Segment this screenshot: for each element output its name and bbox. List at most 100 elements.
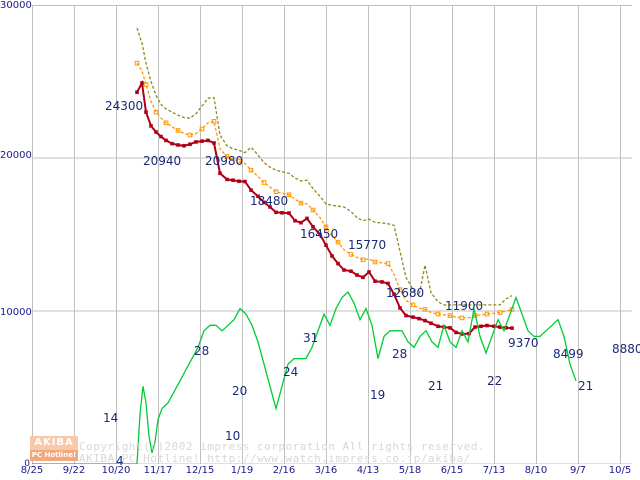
x-tick-10-5: 10/5 <box>608 465 632 476</box>
value-label-min-price-18480: 18480 <box>250 194 289 208</box>
series-marker-min-price <box>218 171 222 176</box>
series-marker-min-price <box>423 318 427 323</box>
series-marker-min-price <box>149 124 153 128</box>
series-marker-min-price <box>417 316 421 321</box>
value-label-shop-count-20: 20 <box>232 384 248 398</box>
value-label-shop-count-14: 14 <box>103 411 119 425</box>
series-marker-min-price <box>237 179 241 184</box>
value-label-min-price-12680: 12680 <box>386 286 425 300</box>
series-marker-min-price <box>318 232 322 237</box>
series-marker-min-price <box>194 140 198 144</box>
series-marker-min-price <box>299 220 303 225</box>
series-marker-min-price <box>367 270 371 274</box>
value-label-min-price-20940: 20940 <box>143 154 182 168</box>
series-line-average-price <box>136 62 513 319</box>
x-tick-3-16: 3/16 <box>314 465 338 476</box>
value-label-shop-count-19: 19 <box>370 388 386 402</box>
series-marker-min-price <box>154 130 158 134</box>
value-label-shop-count-31: 31 <box>303 331 319 345</box>
series-marker-average-price <box>348 252 354 257</box>
series-marker-min-price <box>361 275 365 280</box>
plot-area <box>32 5 632 464</box>
series-marker-min-price <box>140 81 144 85</box>
series-marker-average-price <box>484 311 490 317</box>
series-marker-average-price <box>143 82 149 87</box>
x-tick-9-7: 9/7 <box>569 465 587 476</box>
series-marker-average-price <box>447 313 453 318</box>
value-label-shop-count-28: 28 <box>194 344 210 358</box>
series-marker-min-price <box>448 326 452 330</box>
series-marker-min-price <box>498 325 502 329</box>
value-label-min-price-9370: 9370 <box>508 336 539 350</box>
akiba-logo-line1: AKIBA <box>30 436 78 450</box>
x-tick-6-15: 6/15 <box>440 465 464 476</box>
series-marker-min-price <box>231 178 235 182</box>
series-marker-average-price <box>134 60 140 66</box>
y-tick-0: 0 <box>24 459 30 469</box>
series-marker-min-price <box>380 280 384 284</box>
series-marker-min-price <box>479 324 483 329</box>
series-marker-average-price <box>422 307 428 312</box>
series-marker-average-price <box>335 239 341 245</box>
series-marker-min-price <box>287 211 291 215</box>
value-label-shop-count-21: 21 <box>578 379 594 393</box>
series-marker-min-price <box>182 143 186 148</box>
series-marker-average-price <box>310 207 316 213</box>
x-tick-11-2: 11/2 <box>636 466 640 476</box>
series-marker-min-price <box>268 205 272 209</box>
series-marker-min-price <box>324 243 328 248</box>
akiba-logo-line2-text: PC Hotline! <box>31 451 77 459</box>
series-marker-average-price <box>211 118 217 124</box>
value-label-min-price-15770: 15770 <box>348 238 387 252</box>
series-marker-min-price <box>243 179 247 184</box>
series-marker-min-price <box>144 110 148 114</box>
value-label-shop-count-22: 22 <box>487 374 503 388</box>
series-marker-min-price <box>386 281 390 286</box>
series-marker-min-price <box>225 177 229 182</box>
series-marker-min-price <box>436 324 440 329</box>
series-marker-min-price <box>293 218 297 223</box>
copyright-text: Copyright(c)2002 impress corporation All… <box>79 440 485 453</box>
series-marker-average-price <box>286 192 292 198</box>
series-marker-average-price <box>459 315 465 321</box>
x-tick-7-13: 7/13 <box>482 465 506 476</box>
akiba-logo-line2: PC Hotline! <box>30 450 78 461</box>
series-marker-min-price <box>170 141 174 146</box>
value-label-min-price-8499: 8499 <box>553 347 584 361</box>
series-marker-average-price <box>435 311 441 317</box>
y-tick-20000: 20000 <box>0 150 32 161</box>
series-marker-min-price <box>188 142 192 147</box>
value-label-shop-count-4: 4 <box>116 454 124 468</box>
site-url-text: AKIBA PC Hotline! http://www.watch.impre… <box>79 452 471 465</box>
value-label-min-price-8880: 8880 <box>612 342 640 356</box>
series-marker-min-price <box>411 315 415 319</box>
series-marker-average-price <box>397 287 403 292</box>
x-tick-1-19: 1/19 <box>230 465 254 476</box>
x-tick-4-13: 4/13 <box>356 465 380 476</box>
value-label-shop-count-28: 28 <box>392 347 408 361</box>
series-marker-min-price <box>473 325 477 329</box>
series-line-min-price <box>136 79 513 336</box>
series-marker-min-price <box>212 141 216 145</box>
series-marker-average-price <box>385 261 391 266</box>
akiba-logo-line1-text: AKIBA <box>34 437 74 448</box>
series-marker-min-price <box>373 279 377 283</box>
series-marker-average-price <box>199 126 205 132</box>
series-marker-average-price <box>163 120 169 126</box>
series-marker-min-price <box>342 268 346 272</box>
series-marker-average-price <box>187 132 193 138</box>
x-tick-8-10: 8/10 <box>524 465 548 476</box>
series-marker-average-price <box>410 302 416 308</box>
series-marker-min-price <box>311 225 315 229</box>
x-tick-5-18: 5/18 <box>398 465 422 476</box>
series-marker-min-price <box>200 139 204 143</box>
series-marker-average-price <box>175 128 181 133</box>
series-marker-average-price <box>248 167 254 173</box>
series-marker-min-price <box>392 292 396 296</box>
series-marker-min-price <box>510 326 514 330</box>
series-marker-min-price <box>404 313 408 318</box>
series-marker-min-price <box>305 216 309 221</box>
series-marker-min-price <box>460 332 464 336</box>
series-marker-min-price <box>355 273 359 277</box>
series-line-max-price <box>136 27 513 306</box>
